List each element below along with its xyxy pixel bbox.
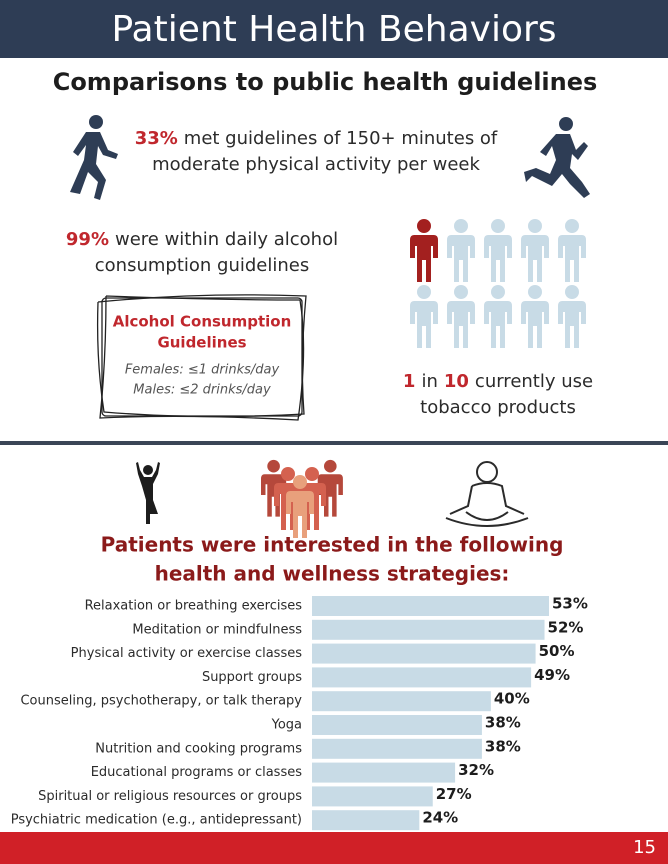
- box-text: Females: ≤1 drinks/day: [125, 363, 280, 378]
- category-label: Educational programs or classes: [91, 765, 303, 780]
- alcohol-line-2: consumption guidelines: [95, 255, 309, 276]
- value-label: 52%: [548, 618, 584, 636]
- guideline-box: [96, 294, 307, 421]
- meditation-icon: [445, 461, 529, 527]
- box-title: Alcohol Consumption: [113, 313, 292, 331]
- tobacco-line-2: tobacco products: [420, 397, 576, 418]
- page-number: 15: [633, 837, 656, 858]
- text: met guidelines of 150+ minutes of: [184, 128, 498, 149]
- highlight: 33%: [135, 128, 178, 149]
- highlight: 99%: [66, 229, 109, 250]
- value-label: 38%: [485, 714, 521, 732]
- runner-icon: [524, 117, 590, 198]
- total: 10: [444, 371, 469, 392]
- value-label: 50%: [539, 642, 575, 660]
- bar: [312, 786, 433, 807]
- bar: [312, 810, 420, 831]
- bar: [312, 643, 536, 664]
- bar: [312, 691, 491, 712]
- bar: [312, 619, 545, 640]
- chart-title: health and wellness strategies:: [155, 562, 510, 586]
- bar: [312, 762, 456, 783]
- bar: [312, 596, 549, 616]
- category-label: Spiritual or religious resources or grou…: [38, 789, 302, 804]
- chart-title: Patients were interested in the followin…: [101, 533, 564, 557]
- count: 1: [403, 371, 416, 392]
- category-label: Meditation or mindfulness: [132, 622, 302, 637]
- category-label: Relaxation or breathing exercises: [85, 599, 303, 614]
- category-label: Counseling, psychotherapy, or talk thera…: [20, 694, 302, 709]
- box-title: Guidelines: [157, 334, 246, 352]
- tobacco-line-1: 1 in 10 currently use: [403, 371, 593, 392]
- value-label: 53%: [552, 595, 588, 613]
- category-label: Physical activity or exercise classes: [71, 646, 303, 661]
- value-label: 38%: [485, 737, 521, 755]
- header-band: [0, 0, 668, 58]
- activity-line-1: 33% met guidelines of 150+ minutes of: [135, 128, 498, 149]
- text: in: [421, 371, 437, 392]
- category-label: Yoga: [271, 718, 302, 733]
- bar: [312, 715, 482, 735]
- value-label: 32%: [458, 761, 494, 779]
- yoga-icon: [136, 462, 160, 524]
- value-label: 24%: [422, 809, 458, 827]
- text: currently use: [475, 371, 593, 392]
- activity-line-2: moderate physical activity per week: [152, 154, 480, 175]
- bar: [312, 738, 482, 759]
- value-label: 27%: [436, 785, 472, 803]
- value-label: 40%: [494, 690, 530, 708]
- subtitle: Comparisons to public health guidelines: [53, 68, 598, 96]
- bar: [312, 667, 532, 688]
- footer-band: [0, 832, 668, 864]
- runner-icon: [70, 115, 118, 200]
- category-label: Psychiatric medication (e.g., antidepres…: [11, 813, 302, 828]
- category-label: Nutrition and cooking programs: [95, 741, 302, 756]
- value-label: 49%: [534, 666, 570, 684]
- title: Patient Health Behaviors: [111, 9, 556, 50]
- category-label: Support groups: [202, 670, 302, 685]
- alcohol-line-1: 99% were within daily alcohol: [66, 229, 338, 250]
- divider: [0, 441, 668, 445]
- text: were within daily alcohol: [115, 229, 338, 250]
- box-text: Males: ≤2 drinks/day: [133, 383, 271, 398]
